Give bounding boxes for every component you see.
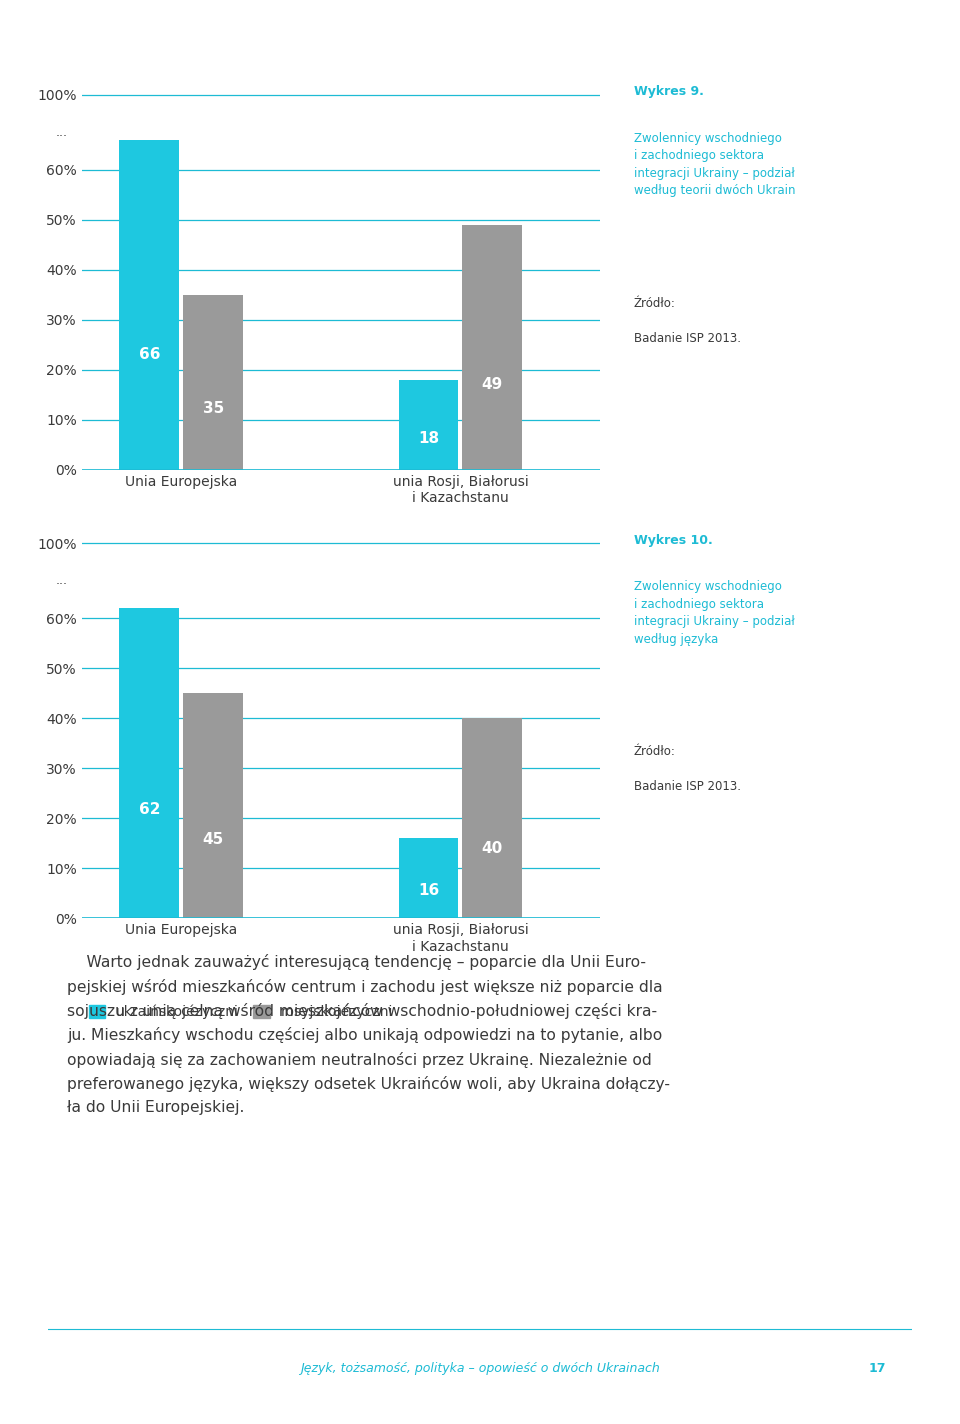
Text: Badanie ISP 2013.: Badanie ISP 2013.: [634, 780, 740, 793]
Text: 16: 16: [418, 883, 439, 899]
Legend: zachód, północ i centrum, wschód i południe: zachód, północ i centrum, wschód i połud…: [88, 557, 459, 571]
Legend: ukraińskojézyczni, rosyjskojézyczni: ukraińskojézyczni, rosyjskojézyczni: [88, 1005, 394, 1020]
Bar: [119, 608, 180, 918]
Bar: [463, 225, 522, 470]
Text: 18: 18: [418, 431, 439, 446]
Text: Źródło:: Źródło:: [634, 298, 676, 310]
Text: ...: ...: [56, 574, 67, 587]
Text: Warto jednak zauważyć interesującą tendencję – poparcie dla Unii Euro-
pejskiej : Warto jednak zauważyć interesującą tende…: [67, 954, 670, 1115]
Bar: [119, 140, 180, 470]
Text: 66: 66: [138, 347, 160, 362]
Text: Zwolennicy wschodniego
i zachodniego sektora
integracji Ukrainy – podział
według: Zwolennicy wschodniego i zachodniego sek…: [634, 131, 795, 197]
Text: 17: 17: [869, 1361, 886, 1374]
Text: Wykres 9.: Wykres 9.: [634, 85, 704, 98]
Text: 45: 45: [203, 832, 224, 847]
Bar: [183, 693, 243, 918]
Bar: [183, 295, 243, 470]
Text: 49: 49: [482, 376, 503, 392]
Text: ...: ...: [56, 125, 67, 138]
Text: Język, tożsamość, polityka – opowieść o dwóch Ukrainach: Język, tożsamość, polityka – opowieść o …: [300, 1361, 660, 1374]
Bar: [398, 839, 459, 918]
Text: 40: 40: [482, 842, 503, 856]
Text: 35: 35: [203, 402, 224, 416]
Text: Badanie ISP 2013.: Badanie ISP 2013.: [634, 332, 740, 345]
Bar: [398, 380, 459, 470]
Text: Zwolennicy wschodniego
i zachodniego sektora
integracji Ukrainy – podział
według: Zwolennicy wschodniego i zachodniego sek…: [634, 580, 794, 645]
Text: Źródło:: Źródło:: [634, 746, 676, 759]
Bar: [463, 719, 522, 918]
Text: 62: 62: [138, 803, 160, 817]
Text: Wykres 10.: Wykres 10.: [634, 534, 712, 547]
